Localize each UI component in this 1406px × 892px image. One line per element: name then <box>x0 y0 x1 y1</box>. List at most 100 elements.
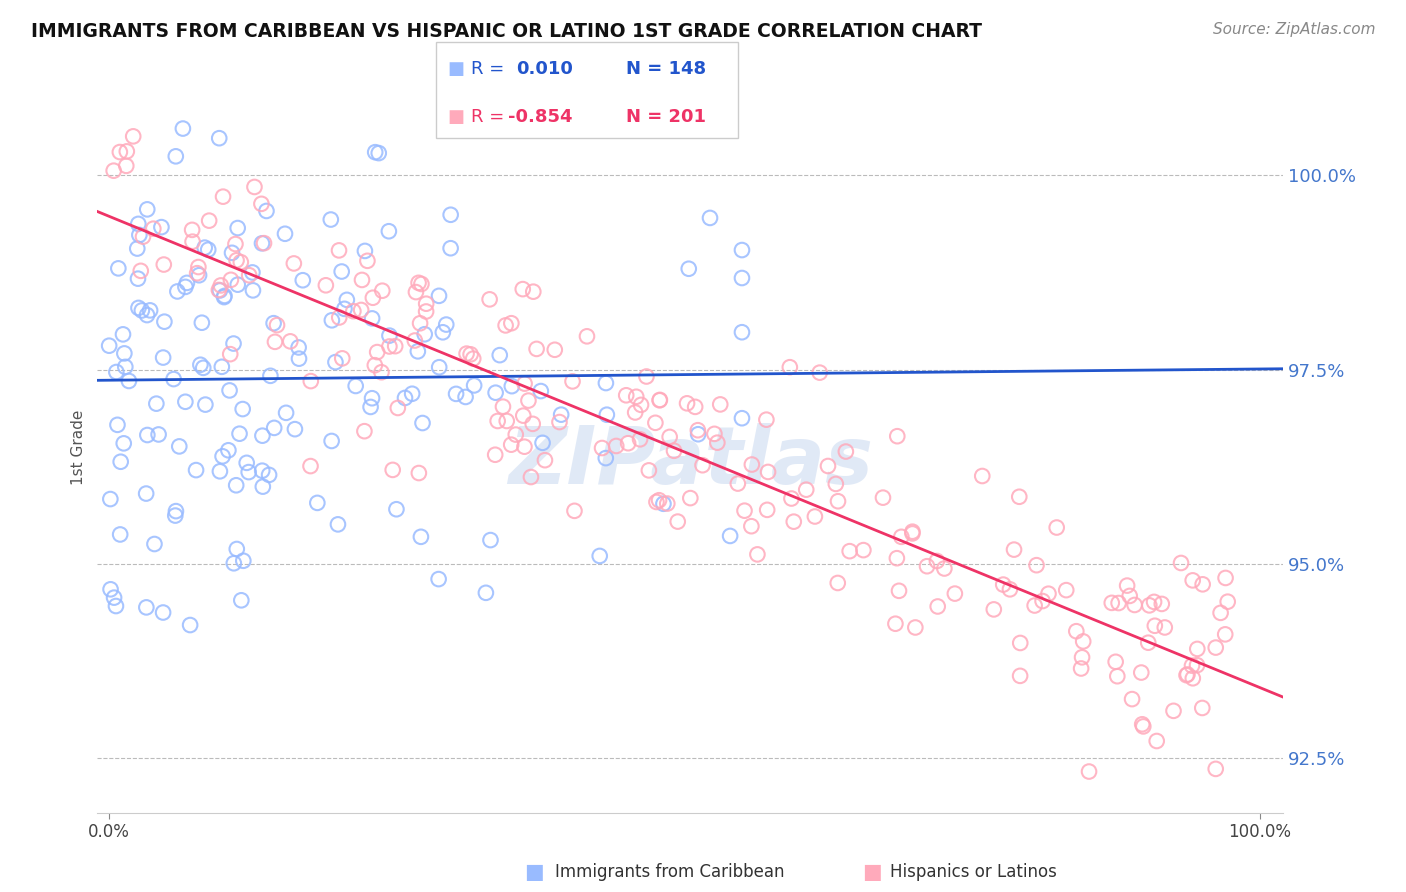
Point <box>350 273 373 287</box>
Point <box>1181 658 1204 673</box>
Point <box>1025 558 1047 573</box>
Point <box>1150 597 1173 611</box>
Point <box>350 302 373 317</box>
Point <box>747 548 769 562</box>
Point <box>252 480 274 494</box>
Point <box>188 268 211 283</box>
Point <box>132 229 155 244</box>
Point <box>718 529 741 543</box>
Point <box>460 347 482 361</box>
Point <box>934 561 956 575</box>
Point <box>321 313 343 327</box>
Point <box>808 366 831 380</box>
Point <box>115 159 138 173</box>
Point <box>103 591 125 605</box>
Point <box>266 318 288 332</box>
Point <box>222 556 245 570</box>
Point <box>148 427 170 442</box>
Point <box>408 276 430 290</box>
Point <box>1181 671 1204 685</box>
Point <box>486 414 509 428</box>
Point <box>561 375 583 389</box>
Point <box>413 327 436 342</box>
Point <box>242 284 264 298</box>
Point <box>734 504 756 518</box>
Point <box>440 208 463 222</box>
Point <box>356 253 378 268</box>
Y-axis label: 1st Grade: 1st Grade <box>72 409 86 485</box>
Point <box>454 390 477 404</box>
Point <box>354 244 377 258</box>
Point <box>217 443 239 458</box>
Point <box>530 384 553 398</box>
Point <box>501 379 523 393</box>
Point <box>595 376 617 390</box>
Point <box>884 616 907 631</box>
Point <box>263 316 285 330</box>
Point <box>166 285 188 299</box>
Point <box>224 237 246 252</box>
Point <box>142 221 165 235</box>
Point <box>105 365 128 379</box>
Point <box>231 593 253 607</box>
Point <box>686 423 709 437</box>
Point <box>364 145 387 160</box>
Point <box>427 289 450 303</box>
Point <box>575 329 598 343</box>
Point <box>427 572 450 586</box>
Point <box>1153 620 1175 634</box>
Point <box>1185 658 1208 673</box>
Point <box>512 409 534 423</box>
Point <box>630 398 652 412</box>
Point <box>740 519 762 533</box>
Point <box>208 131 231 145</box>
Point <box>662 443 685 458</box>
Point <box>432 326 454 340</box>
Point <box>475 586 498 600</box>
Point <box>128 227 150 242</box>
Point <box>415 304 437 318</box>
Point <box>208 464 231 478</box>
Point <box>709 397 731 411</box>
Point <box>626 390 648 404</box>
Point <box>998 582 1021 597</box>
Point <box>886 551 908 566</box>
Point <box>703 426 725 441</box>
Point <box>678 261 700 276</box>
Point <box>501 438 523 452</box>
Point <box>463 378 485 392</box>
Point <box>1054 583 1077 598</box>
Point <box>817 458 839 473</box>
Point <box>100 582 122 597</box>
Point <box>444 387 467 401</box>
Point <box>1101 596 1123 610</box>
Point <box>679 491 702 505</box>
Point <box>222 336 245 351</box>
Point <box>479 533 502 547</box>
Point <box>1071 634 1094 648</box>
Point <box>1066 624 1088 639</box>
Point <box>427 360 450 375</box>
Point <box>186 266 208 280</box>
Point <box>731 271 754 285</box>
Point <box>232 402 254 417</box>
Point <box>783 515 806 529</box>
Point <box>1038 587 1060 601</box>
Point <box>706 435 728 450</box>
Point <box>1130 665 1153 680</box>
Point <box>114 359 136 374</box>
Point <box>197 243 219 257</box>
Point <box>243 180 266 194</box>
Point <box>1137 599 1160 613</box>
Point <box>264 334 287 349</box>
Point <box>1078 764 1101 779</box>
Point <box>548 415 571 429</box>
Point <box>169 439 191 453</box>
Point <box>176 276 198 290</box>
Point <box>779 360 801 375</box>
Text: Source: ZipAtlas.com: Source: ZipAtlas.com <box>1212 22 1375 37</box>
Point <box>824 477 846 491</box>
Text: 0.010: 0.010 <box>516 60 572 78</box>
Point <box>307 496 329 510</box>
Point <box>925 554 948 568</box>
